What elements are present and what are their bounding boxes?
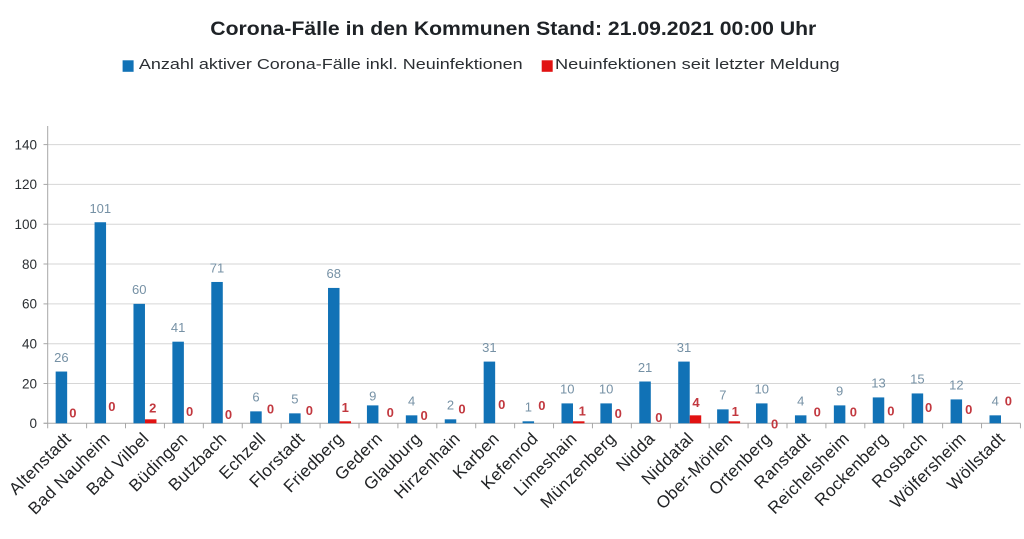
svg-text:0: 0: [29, 416, 37, 431]
svg-text:2: 2: [447, 398, 454, 413]
svg-text:0: 0: [387, 405, 394, 420]
svg-text:0: 0: [186, 404, 193, 419]
svg-text:120: 120: [14, 177, 37, 192]
svg-text:21: 21: [638, 360, 652, 375]
svg-text:4: 4: [408, 394, 415, 409]
svg-text:0: 0: [814, 405, 821, 420]
svg-text:9: 9: [369, 388, 376, 403]
svg-text:80: 80: [22, 257, 37, 272]
svg-text:0: 0: [498, 397, 505, 412]
svg-text:9: 9: [836, 384, 843, 399]
svg-text:0: 0: [1005, 394, 1012, 409]
svg-text:71: 71: [210, 260, 224, 275]
svg-text:0: 0: [69, 406, 76, 421]
svg-text:12: 12: [949, 378, 963, 393]
svg-text:10: 10: [560, 382, 574, 397]
svg-text:10: 10: [755, 382, 769, 397]
svg-text:60: 60: [22, 297, 37, 312]
svg-text:0: 0: [965, 402, 972, 417]
svg-text:0: 0: [925, 400, 932, 415]
svg-text:4: 4: [992, 394, 999, 409]
svg-text:Neuinfektionen seit letzter Me: Neuinfektionen seit letzter Meldung: [555, 56, 840, 73]
svg-text:0: 0: [538, 398, 545, 413]
svg-text:1: 1: [732, 404, 739, 419]
svg-text:0: 0: [420, 408, 427, 423]
svg-text:Corona-Fälle in den Kommunen S: Corona-Fälle in den Kommunen Stand: 21.0…: [210, 19, 817, 40]
svg-text:26: 26: [54, 350, 68, 365]
svg-text:0: 0: [850, 404, 857, 419]
svg-text:1: 1: [579, 404, 586, 419]
svg-text:6: 6: [252, 390, 259, 405]
svg-text:68: 68: [327, 266, 341, 281]
svg-text:31: 31: [677, 340, 691, 355]
svg-text:0: 0: [267, 401, 274, 416]
svg-text:15: 15: [910, 372, 924, 387]
svg-text:10: 10: [599, 382, 613, 397]
svg-text:4: 4: [692, 395, 700, 410]
svg-text:140: 140: [14, 137, 37, 152]
svg-text:2: 2: [149, 400, 156, 415]
svg-text:31: 31: [482, 340, 496, 355]
svg-text:101: 101: [89, 201, 111, 216]
svg-text:Anzahl aktiver Corona-Fälle in: Anzahl aktiver Corona-Fälle inkl. Neuinf…: [139, 56, 523, 73]
svg-text:5: 5: [291, 392, 298, 407]
svg-text:0: 0: [655, 410, 662, 425]
svg-text:0: 0: [887, 403, 894, 418]
svg-text:0: 0: [615, 406, 622, 421]
svg-text:40: 40: [22, 337, 37, 352]
svg-text:13: 13: [871, 376, 885, 391]
svg-text:7: 7: [719, 388, 726, 403]
svg-text:0: 0: [225, 407, 232, 422]
svg-text:41: 41: [171, 320, 185, 335]
svg-text:1: 1: [525, 400, 532, 415]
svg-text:1: 1: [342, 400, 349, 415]
svg-text:100: 100: [14, 217, 37, 232]
svg-text:4: 4: [797, 394, 804, 409]
svg-text:0: 0: [108, 399, 115, 414]
svg-text:0: 0: [771, 417, 778, 432]
svg-text:60: 60: [132, 282, 146, 297]
svg-text:20: 20: [22, 376, 37, 391]
svg-text:0: 0: [458, 402, 465, 417]
svg-text:0: 0: [306, 403, 313, 418]
